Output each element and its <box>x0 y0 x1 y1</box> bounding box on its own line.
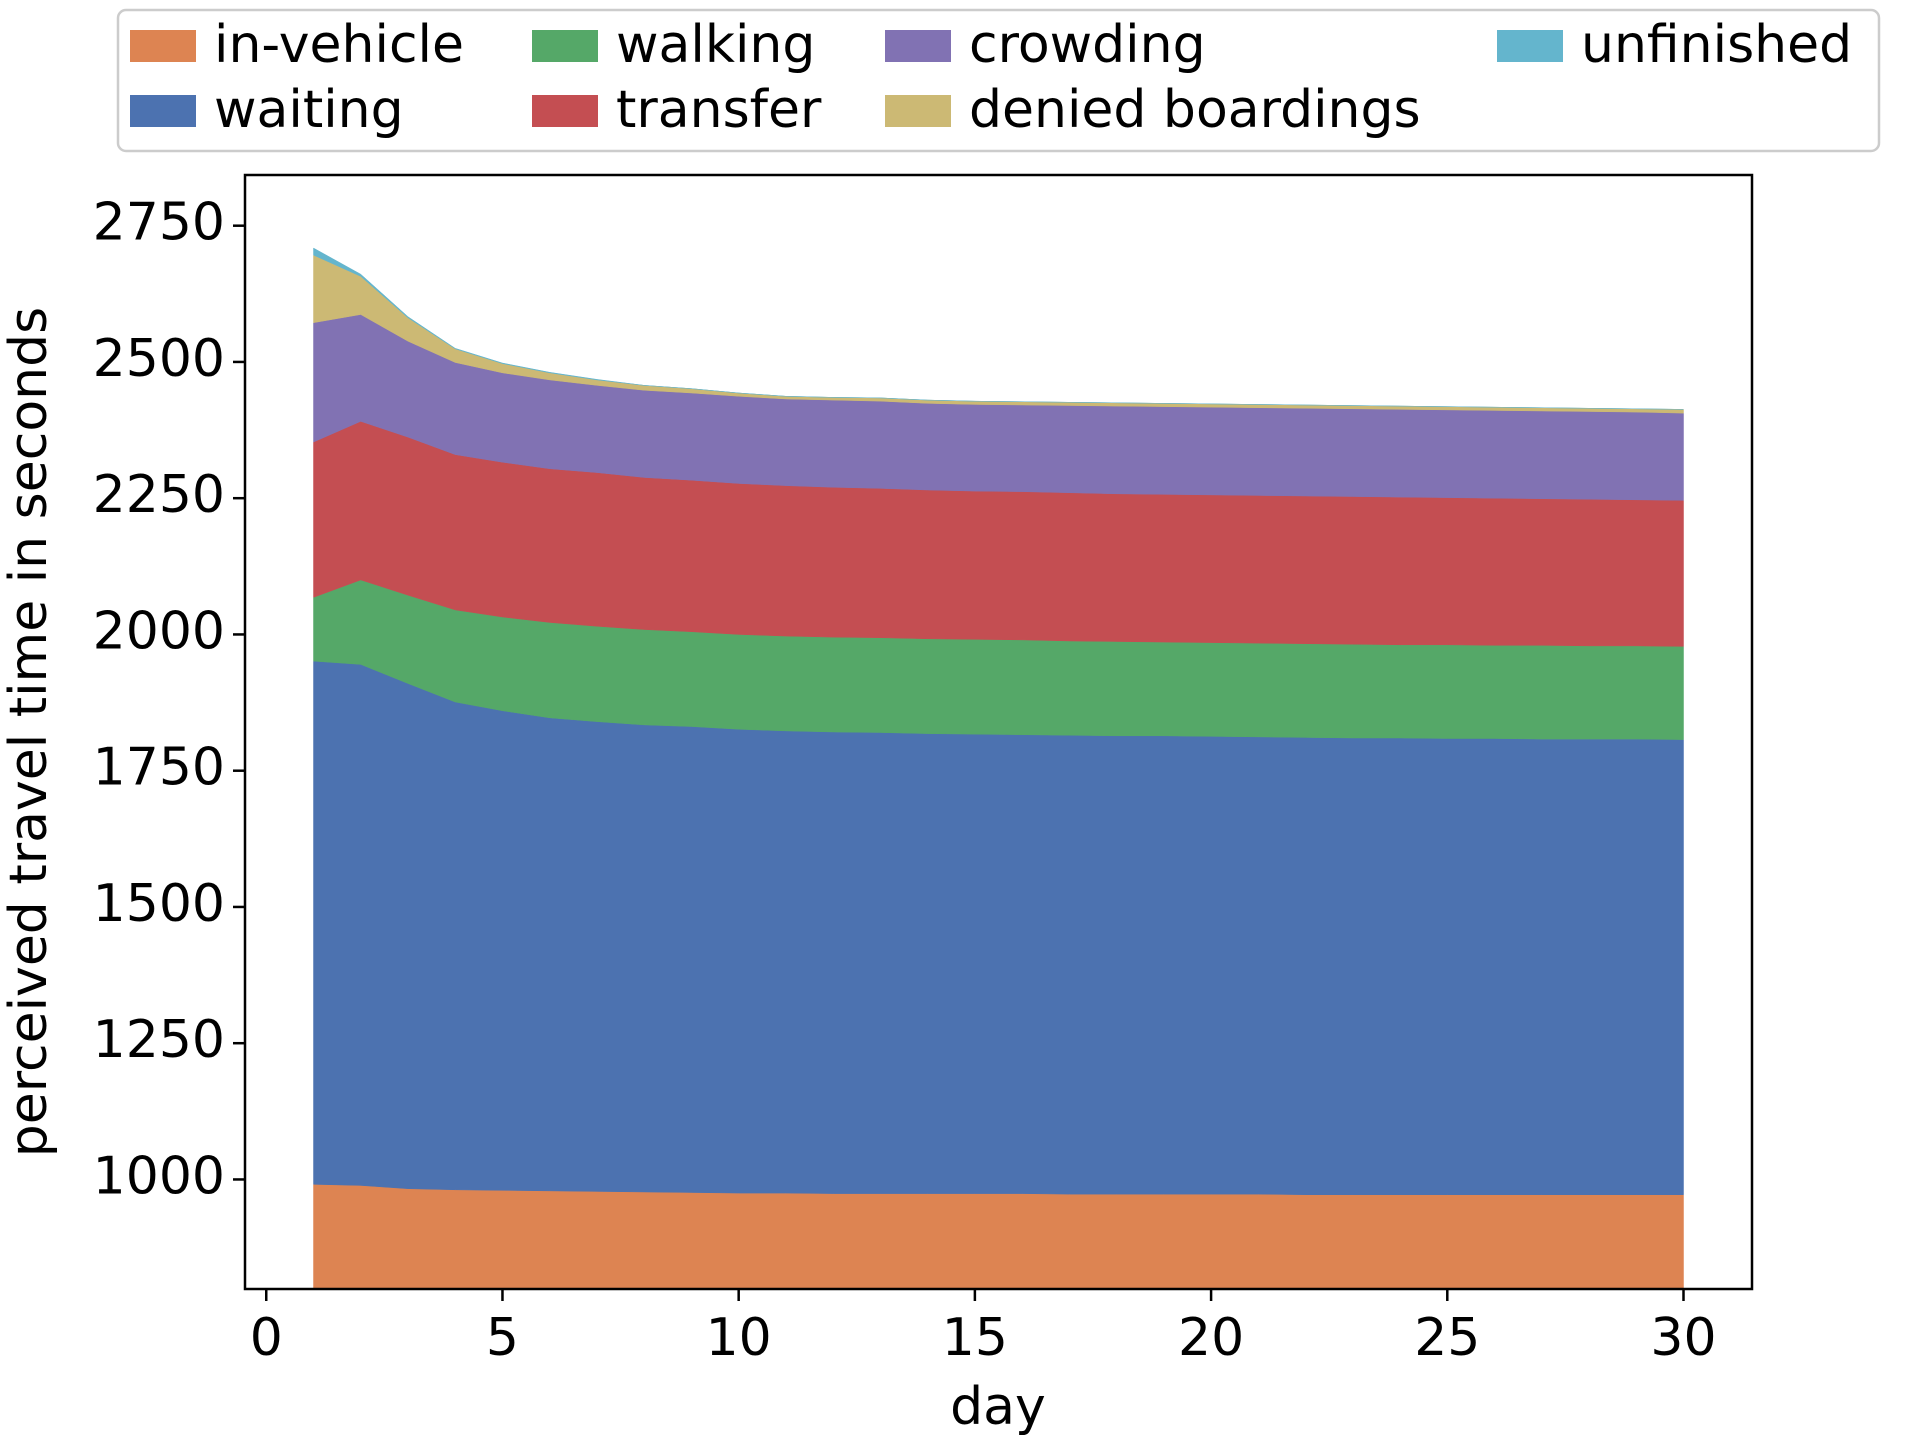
legend-label: walking <box>616 15 815 75</box>
legend-label: denied boardings <box>969 80 1421 140</box>
x-tick-label: 10 <box>706 1308 772 1368</box>
legend-swatch <box>1497 30 1563 62</box>
legend-swatch <box>532 95 598 127</box>
area <box>313 1184 1684 1289</box>
x-tick-label: 20 <box>1178 1308 1244 1368</box>
axes-frame <box>243 173 1754 1291</box>
legend-label: crowding <box>969 15 1206 75</box>
y-tick-label: 1250 <box>93 1010 225 1070</box>
legend-swatch <box>532 30 598 62</box>
y-tick-label: 2250 <box>93 465 225 525</box>
x-tick-label: 30 <box>1650 1308 1716 1368</box>
legend-swatch <box>885 95 951 127</box>
y-tick-label: 1000 <box>93 1146 225 1206</box>
legend-label: in-vehicle <box>214 15 464 75</box>
y-tick-label: 1750 <box>93 738 225 798</box>
y-tick-label: 1500 <box>93 874 225 934</box>
area <box>313 247 1684 410</box>
y-axis-label: perceived travel time in seconds <box>0 307 59 1157</box>
legend-swatch <box>130 30 196 62</box>
y-tick-label: 2750 <box>93 193 225 253</box>
legend-label: unfinished <box>1581 15 1852 75</box>
legend-label: waiting <box>214 80 404 140</box>
x-tick-label: 0 <box>250 1308 283 1368</box>
x-tick-label: 25 <box>1414 1308 1480 1368</box>
legend-label: transfer <box>616 80 822 140</box>
plot-area <box>313 247 1684 1289</box>
legend-swatch <box>130 95 196 127</box>
y-tick-label: 2500 <box>93 329 225 389</box>
y-tick-label: 2000 <box>93 601 225 661</box>
x-tick-label: 15 <box>942 1308 1008 1368</box>
x-tick-label: 5 <box>486 1308 519 1368</box>
area <box>313 660 1684 1195</box>
legend-swatch <box>885 30 951 62</box>
x-axis-label: day <box>950 1377 1046 1437</box>
